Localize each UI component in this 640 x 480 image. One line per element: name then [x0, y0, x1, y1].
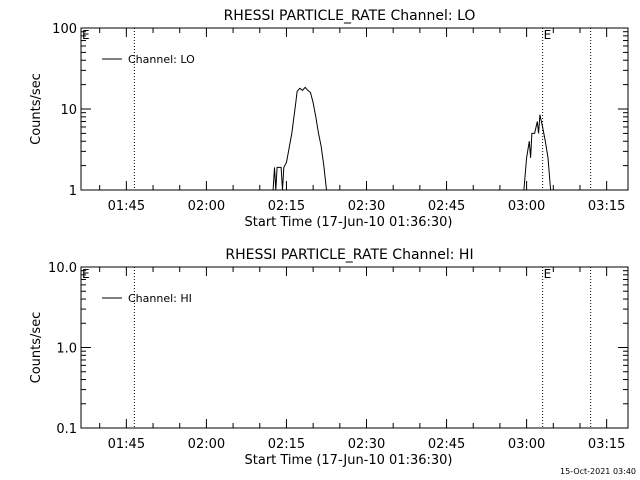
panel-1-x-tick-label-2: 02:15 — [268, 199, 305, 214]
panel-1-y-tick-label-2: 100 — [52, 22, 77, 37]
panel-1-legend-label: Channel: LO — [128, 53, 195, 66]
panel-2-legend-label: Channel: HI — [128, 292, 192, 305]
panel-1-event-label-left: E — [82, 28, 90, 42]
panel-1-series-line-0-0 — [272, 86, 328, 190]
panel-2-x-tick-label-5: 03:00 — [508, 437, 545, 452]
panel-2-x-tick-label-0: 01:45 — [108, 437, 145, 452]
panel-1-y-tick-label-0: 1 — [69, 184, 77, 199]
panel-2-x-axis-label: Start Time (17-Jun-10 01:36:30) — [245, 453, 453, 468]
panel-2-event-label-left: E — [82, 267, 90, 281]
timestamp-label: 15-Oct-2021 03:40 — [560, 467, 636, 476]
panel-1-group: RHESSI PARTICLE_RATE Channel: LO Start Ti… — [29, 8, 629, 230]
panel-1-y-axis-label: Counts/sec — [29, 73, 44, 145]
panel-2-x-tick-label-2: 02:15 — [268, 437, 305, 452]
panel-2-title: RHESSI PARTICLE_RATE Channel: HI — [225, 247, 473, 263]
panel-2-event-label-1: E — [544, 267, 552, 281]
panel-1-legend: Channel: LO — [102, 53, 195, 66]
panel-1-title: RHESSI PARTICLE_RATE Channel: LO — [224, 8, 476, 24]
panel-1-series-line-0-1 — [523, 114, 552, 190]
panel-2-y-axis-label: Counts/sec — [29, 312, 44, 384]
panel-2-y-tick-label-1: 1.0 — [56, 342, 77, 357]
panel-1-x-tick-label-4: 02:45 — [428, 199, 465, 214]
panel-1-x-tick-label-0: 01:45 — [108, 199, 145, 214]
panel-2-legend: Channel: HI — [102, 292, 192, 305]
panel-2-y-tick-label-0: 0.1 — [56, 422, 77, 437]
panel-1-x-tick-label-3: 02:30 — [348, 199, 385, 214]
panel-1-x-tick-label-6: 03:15 — [588, 199, 625, 214]
panel-1-event-label-1: E — [544, 28, 552, 42]
panel-2-x-tick-label-1: 02:00 — [188, 437, 225, 452]
panel-1-x-tick-label-5: 03:00 — [508, 199, 545, 214]
panel-1-x-tick-label-1: 02:00 — [188, 199, 225, 214]
panel-2-group: RHESSI PARTICLE_RATE Channel: HI Start Ti… — [29, 247, 629, 468]
panel-2-x-tick-label-4: 02:45 — [428, 437, 465, 452]
panel-1-x-axis-label: Start Time (17-Jun-10 01:36:30) — [245, 215, 453, 230]
panel-2-x-tick-label-6: 03:15 — [588, 437, 625, 452]
panel-2-y-tick-label-2: 10.0 — [48, 261, 77, 276]
panel-2-x-tick-label-3: 02:30 — [348, 437, 385, 452]
panel-1-y-tick-label-1: 10 — [60, 103, 77, 118]
